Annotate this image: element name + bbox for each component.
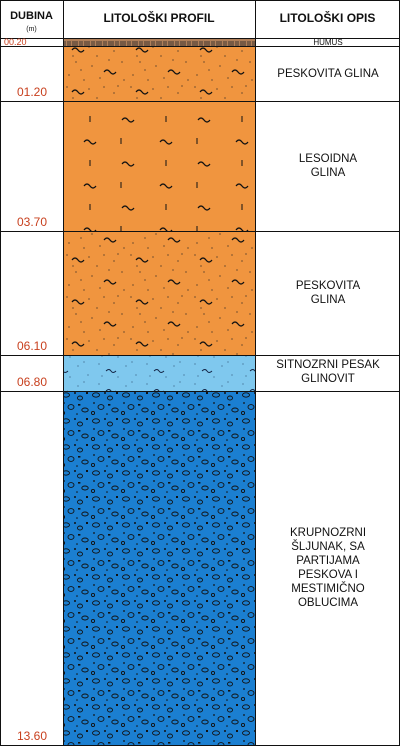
depth-label: 00.20 <box>4 37 27 47</box>
depth-label: 01.20 <box>17 85 48 99</box>
depth-label: 06.10 <box>17 339 48 353</box>
layer-description: SITNOZRNI PESAK GLINOVIT <box>276 359 380 385</box>
depth-label: 06.80 <box>17 375 48 389</box>
profile-title: LITOLOŠKI PROFIL <box>103 11 215 25</box>
depth-label: 03.70 <box>17 215 48 229</box>
depth-unit: (m) <box>26 26 37 33</box>
layer-description: PESKOVITA GLINA <box>277 67 379 80</box>
layer-fill <box>64 355 255 391</box>
layer-fill <box>64 38 255 46</box>
layer-description: HUMUS <box>313 38 343 47</box>
layer-fill <box>64 231 255 355</box>
description-title: LITOLOŠKI OPIS <box>279 11 376 25</box>
layer-description: PESKOVITA GLINA <box>295 280 361 306</box>
depth-title: DUBINA <box>10 10 53 22</box>
depth-label: 13.60 <box>17 729 48 743</box>
layer-description: LESOIDNA GLINA <box>298 153 358 179</box>
layer-fill <box>64 101 255 231</box>
layer-description: KRUPNOZRNI ŠLJUNAK, SA PARTIJAMA PESKOVA… <box>289 527 367 609</box>
layer-fill <box>64 391 255 745</box>
layer-fill <box>64 46 255 101</box>
